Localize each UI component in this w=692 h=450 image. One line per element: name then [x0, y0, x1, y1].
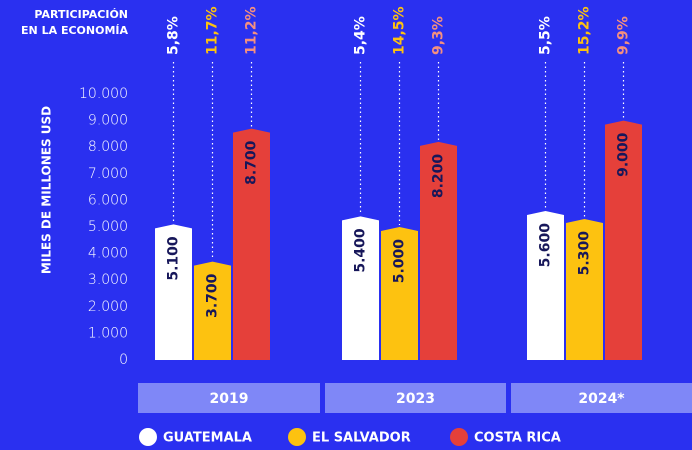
- legend-marker: [288, 428, 306, 446]
- share-label: 11,2%: [244, 6, 260, 55]
- value-label: 5.400: [353, 228, 369, 273]
- bar: [605, 120, 642, 360]
- y-tick-label: 4.000: [88, 246, 128, 262]
- y-tick-label: 3.000: [88, 272, 128, 288]
- y-tick-label: 5.000: [88, 219, 128, 235]
- bar: [566, 219, 603, 360]
- legend-marker: [450, 428, 468, 446]
- legend-label: COSTA RICA: [474, 431, 561, 446]
- annotation: EN LA ECONOMÍA: [21, 24, 128, 37]
- category-band: [138, 383, 320, 413]
- share-label: 14,5%: [392, 6, 408, 55]
- share-label: 5,4%: [353, 16, 369, 55]
- y-tick-label: 9.000: [88, 113, 128, 129]
- category-band: [325, 383, 506, 413]
- bar: [194, 261, 231, 360]
- share-label: 9,9%: [616, 16, 632, 55]
- y-axis-label: MILES DE MILLONES USD: [40, 106, 54, 274]
- value-label: 9.000: [616, 132, 632, 177]
- value-label: 3.700: [205, 273, 221, 318]
- share-label: 5,5%: [538, 16, 554, 55]
- legend-label: GUATEMALA: [163, 431, 252, 446]
- value-label: 8.700: [244, 140, 260, 185]
- x-tick-label: 2019: [210, 391, 249, 407]
- y-tick-label: 10.000: [79, 86, 128, 102]
- value-label: 5.100: [166, 236, 182, 281]
- bar: [233, 128, 270, 360]
- bar: [381, 227, 418, 360]
- share-label: 5,8%: [166, 16, 182, 55]
- y-tick-label: 8.000: [88, 139, 128, 155]
- y-tick-label: 7.000: [88, 166, 128, 182]
- legend-label: EL SALVADOR: [312, 431, 411, 446]
- bar: [527, 211, 564, 360]
- value-label: 5.000: [392, 239, 408, 284]
- annotation: PARTICIPACIÓN: [34, 8, 128, 21]
- share-label: 9,3%: [431, 16, 447, 55]
- y-tick-label: 6.000: [88, 192, 128, 208]
- value-label: 5.600: [538, 223, 554, 268]
- y-tick-label: 1.000: [88, 325, 128, 341]
- legend-marker: [139, 428, 157, 446]
- x-tick-label: 2023: [396, 391, 435, 407]
- value-label: 8.200: [431, 154, 447, 199]
- bar: [342, 216, 379, 360]
- share-label: 15,2%: [577, 6, 593, 55]
- bar: [420, 141, 457, 360]
- bar: [155, 224, 192, 360]
- category-band: [511, 383, 692, 413]
- x-tick-label: 2024*: [578, 391, 625, 407]
- y-tick-label: 2.000: [88, 299, 128, 315]
- y-tick-label: 0: [119, 352, 128, 368]
- value-label: 5.300: [577, 231, 593, 276]
- share-label: 11,7%: [205, 6, 221, 55]
